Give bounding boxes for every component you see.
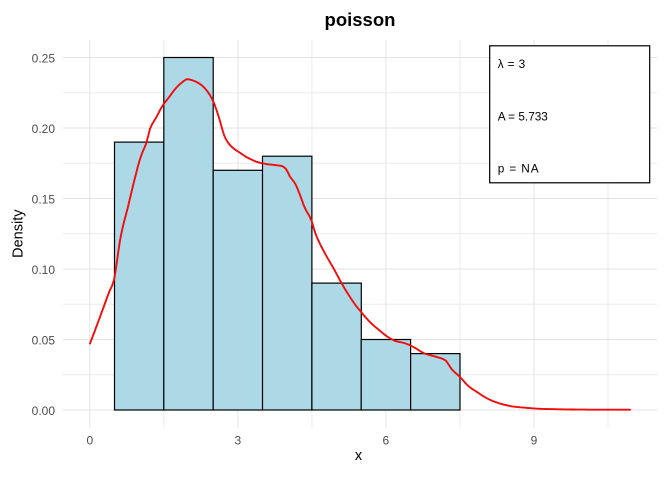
svg-text:0.20: 0.20 <box>32 122 56 136</box>
svg-text:x: x <box>355 448 363 464</box>
svg-text:p = NA: p = NA <box>498 162 540 176</box>
svg-text:3: 3 <box>235 434 242 448</box>
svg-text:A = 5.733: A = 5.733 <box>498 109 549 123</box>
svg-text:0.10: 0.10 <box>32 263 56 277</box>
svg-text:0.15: 0.15 <box>32 192 56 206</box>
svg-text:0.05: 0.05 <box>32 333 56 347</box>
svg-text:Density: Density <box>11 209 27 258</box>
svg-text:0.25: 0.25 <box>32 51 56 65</box>
svg-text:6: 6 <box>383 434 390 448</box>
svg-text:poisson: poisson <box>325 9 396 30</box>
svg-text:9: 9 <box>531 434 538 448</box>
svg-text:λ = 3: λ = 3 <box>498 57 526 71</box>
svg-text:0: 0 <box>86 434 93 448</box>
svg-text:0.00: 0.00 <box>32 404 56 418</box>
